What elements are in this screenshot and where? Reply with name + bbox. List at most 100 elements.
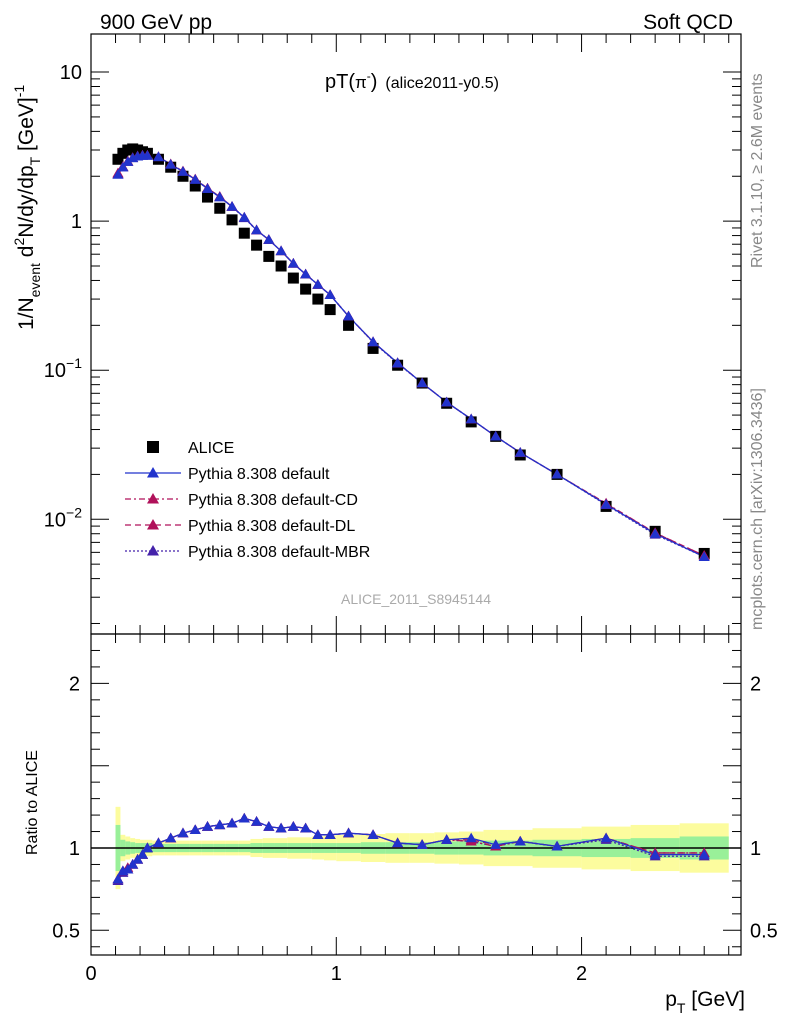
ratio-point [127,858,139,869]
mc-point [490,430,502,441]
mc-point [551,468,563,479]
mc-point [312,279,324,289]
mc-point [441,396,453,407]
data-point-alice [275,260,287,272]
y-tick-label: 2 [69,673,80,695]
ratio-point [238,812,250,823]
mc-point [117,161,129,172]
data-point-alice [312,293,324,305]
ratio-point [300,822,312,833]
x-tick-label: 1 [331,963,342,985]
ratio-point [343,827,355,838]
y-tick-label-right: 0.5 [750,920,778,942]
header-right: Soft QCD [643,11,733,34]
data-point-alice [238,227,250,239]
data-point-alice [300,283,312,295]
ratio-point [226,817,238,828]
mc-point [649,528,661,538]
mc-point [392,357,404,367]
mc-point [300,268,312,279]
ratio-point [112,873,124,884]
y-axis-label-top: 1/Nevent d2N/dy/dpT [GeV]-1 [11,85,43,330]
ratio-point [165,832,177,843]
ratio-point [132,854,144,864]
mc-point [251,224,263,235]
ratio-point [214,819,226,830]
mc-point [698,551,710,561]
mc-point [287,257,299,268]
legend-marker [147,493,159,504]
ratio-point [177,827,189,838]
data-point-alice [324,304,336,316]
legend-marker [147,467,159,478]
ratio-plot-frame [90,633,742,956]
side-mcplots-label: mcplots.cern.ch [arXiv:1306.3436] [749,388,766,630]
ratio-line [117,817,705,880]
mc-point [226,201,238,211]
x-tick-label: 2 [576,963,587,985]
ratio-point [698,849,710,859]
y-tick-label: 10−1 [44,355,82,382]
ratio-point [251,816,263,826]
y-tick-label-right: 2 [750,673,761,695]
legend-label: Pythia 8.308 default-CD [188,492,358,509]
mc-point [112,169,124,179]
mc-point [416,377,428,388]
data-point-alice [251,239,263,251]
data-point-alice [202,191,214,203]
mc-point [275,245,287,256]
mc-point [177,166,189,176]
ratio-point [600,832,612,843]
legend-marker [147,545,159,556]
y-tick-label: 0.5 [52,920,80,942]
data-point-alice [226,214,238,226]
ratio-plot-panel: 0 1 2 0.5 0.5 1 1 2 2 [52,633,778,985]
ratio-point [649,849,661,859]
ratio-point [202,821,214,831]
mc-point [514,447,526,457]
ratio-point [367,829,379,839]
mc-point [343,310,355,321]
y-axis-label-bottom: Ratio to ALICE [24,750,41,855]
ratio-point [392,837,404,848]
legend-label: Pythia 8.308 default-DL [188,518,355,535]
legend-label: Pythia 8.308 default-MBR [188,544,370,561]
ratio-point [141,842,153,853]
ratio-point [551,840,563,851]
mc-point [165,158,177,169]
data-point-alice [112,153,124,165]
mc-point [367,336,379,346]
data-point-alice [343,319,355,331]
mc-point [202,183,214,193]
mc-point [263,234,275,244]
mc-point [238,211,250,222]
y-tick-label: 10 [60,62,82,84]
ratio-point [324,829,336,839]
y-tick-label: 10−2 [44,504,82,531]
data-point-alice [287,272,299,284]
mc-point [465,413,477,424]
ratio-point [137,849,149,859]
ratio-point [514,835,526,846]
ratio-point [416,839,428,849]
ratio-point [490,839,502,849]
data-point-alice [367,342,379,354]
ratio-point [275,822,287,833]
legend: ALICE Pythia 8.308 default Pythia 8.308 de… [125,440,370,561]
x-axis-label: pT [GeV] [665,988,745,1016]
mc-point [324,289,336,300]
y-tick-label: 1 [71,211,82,233]
data-point-alice [214,202,226,214]
side-rivet-label: Rivet 3.1.10, ≥ 2.6M events [749,73,766,268]
y-tick-label: 1 [69,838,80,860]
main-plot-panel: 10 1 10−1 10−2 [44,33,742,635]
ratio-point [189,824,201,835]
plot-title: pT(π-) (alice2011-y0.5) [325,69,499,93]
ratio-point [152,837,164,848]
ratio-point [122,863,134,874]
x-tick-label: 0 [85,963,96,985]
mc-point [600,498,612,509]
data-point-alice [263,250,275,262]
mc-point [214,191,226,202]
mc-point [141,150,153,160]
